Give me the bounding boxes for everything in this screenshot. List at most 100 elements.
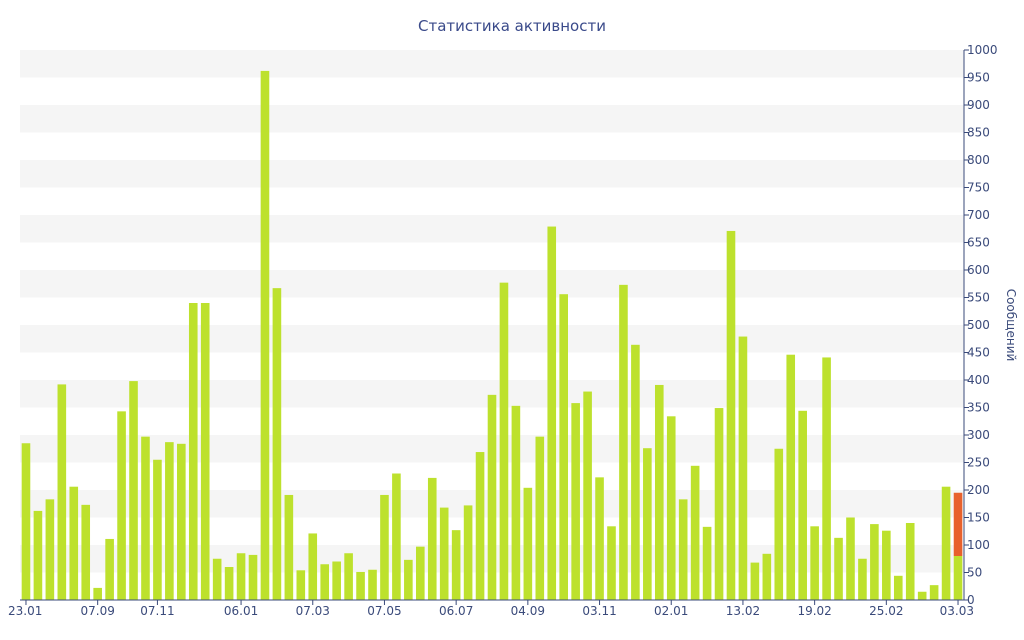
bar: [129, 381, 138, 600]
y-tick-label: 500: [967, 318, 990, 332]
bar: [69, 486, 79, 600]
bar: [105, 538, 114, 600]
bar: [762, 553, 772, 600]
bar: [296, 570, 306, 600]
bar: [953, 556, 963, 600]
bar: [392, 473, 401, 600]
bar: [248, 554, 258, 600]
bar: [893, 575, 903, 600]
grid-band: [20, 160, 964, 188]
grid-band: [20, 325, 964, 353]
bar: [774, 448, 784, 600]
bar: [463, 505, 473, 600]
grid-band: [20, 215, 964, 243]
bar: [177, 443, 186, 600]
bar: [380, 494, 389, 600]
bar: [882, 530, 891, 600]
bar: [284, 494, 294, 600]
bar: [141, 436, 150, 600]
x-tick-label: 23.01: [8, 604, 42, 618]
y-tick-label: 650: [967, 236, 990, 250]
bar: [643, 448, 652, 600]
bar: [905, 523, 915, 600]
grid-band: [20, 105, 964, 133]
x-tick-label: 07.03: [296, 604, 330, 618]
bar: [153, 459, 162, 600]
bar: [224, 567, 234, 600]
bar: [750, 562, 760, 600]
y-tick-label: 100: [967, 538, 990, 552]
bar: [320, 564, 330, 600]
y-tick-label: 850: [967, 126, 990, 140]
bar: [941, 486, 951, 600]
x-tick-label: 07.09: [80, 604, 114, 618]
bar: [929, 585, 939, 600]
bar: [535, 436, 545, 600]
x-tick-label: 07.11: [140, 604, 174, 618]
bar: [212, 558, 222, 600]
y-tick-label: 900: [967, 98, 990, 112]
bar: [511, 405, 521, 600]
x-tick-label: 06.01: [224, 604, 258, 618]
bar: [33, 510, 43, 600]
grid-band: [20, 270, 964, 298]
bar: [571, 403, 580, 600]
bar: [834, 537, 843, 600]
y-tick-label: 50: [967, 566, 982, 580]
bar: [344, 553, 353, 600]
bar: [702, 526, 712, 600]
y-tick-label: 450: [967, 346, 990, 360]
bar: [499, 282, 509, 600]
bar: [678, 499, 688, 600]
bar: [631, 344, 640, 600]
bar: [427, 477, 437, 600]
y-tick-label: 200: [967, 483, 990, 497]
bar: [439, 507, 449, 600]
bar: [404, 559, 413, 600]
bar: [822, 357, 831, 600]
bar: [786, 354, 796, 600]
y-tick-label: 1000: [967, 43, 998, 57]
bar: [487, 394, 497, 600]
bar: [165, 442, 174, 600]
y-tick-label: 950: [967, 71, 990, 85]
y-tick-label: 600: [967, 263, 990, 277]
y-tick-label: 300: [967, 428, 990, 442]
y-tick-label: 250: [967, 456, 990, 470]
bar: [846, 517, 855, 600]
bar-highlight: [953, 492, 963, 556]
bar: [666, 416, 676, 600]
y-tick-label: 0: [967, 593, 975, 607]
chart-title: Статистика активности: [418, 17, 606, 35]
x-tick-label: 25.02: [869, 604, 903, 618]
bar: [798, 410, 807, 600]
bar: [595, 477, 604, 600]
y-tick-label: 350: [967, 401, 990, 415]
bar: [654, 384, 664, 600]
bar: [738, 336, 748, 600]
y-tick-label: 750: [967, 181, 990, 195]
x-tick-label: 03.11: [582, 604, 616, 618]
grid-band: [20, 50, 964, 78]
bar: [21, 443, 31, 600]
x-tick-label: 19.02: [797, 604, 831, 618]
x-tick-label: 06.07: [439, 604, 473, 618]
x-tick-label: 13.02: [726, 604, 760, 618]
bar: [547, 226, 557, 601]
bar: [272, 288, 282, 600]
bar: [917, 591, 927, 600]
bar: [332, 561, 341, 600]
bar: [559, 294, 568, 600]
bar: [45, 499, 55, 600]
bar: [368, 569, 377, 600]
bar: [726, 230, 736, 600]
y-tick-label: 150: [967, 511, 990, 525]
bar: [236, 553, 246, 600]
bar: [308, 533, 318, 600]
bar: [714, 408, 724, 600]
x-tick-label: 04.09: [511, 604, 545, 618]
bar: [416, 546, 425, 600]
y-tick-label: 800: [967, 153, 990, 167]
bar: [200, 303, 210, 600]
